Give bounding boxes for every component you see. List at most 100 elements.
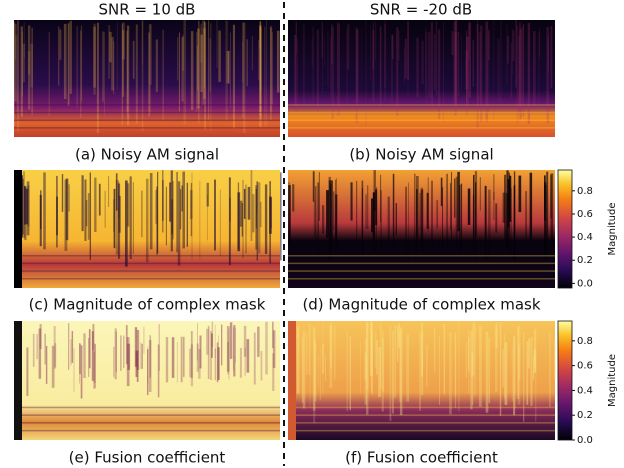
spectrogram-stripe bbox=[234, 327, 236, 364]
spectrogram-stripe bbox=[266, 20, 268, 128]
spectrogram-stripe bbox=[449, 332, 452, 415]
spectrogram-stripe bbox=[397, 325, 399, 363]
spectrogram-stripe bbox=[265, 321, 268, 375]
spectrogram-stripe bbox=[113, 41, 115, 95]
spectrogram-band bbox=[288, 104, 555, 106]
spectrogram-stripe bbox=[495, 203, 498, 233]
spectrogram-stripe bbox=[335, 194, 338, 246]
spectrogram-stripe bbox=[318, 172, 320, 221]
spectrogram-stripe bbox=[435, 21, 438, 96]
spectrogram-stripe bbox=[426, 192, 429, 229]
spectrogram-stripe bbox=[196, 343, 199, 372]
spectrogram-stripe bbox=[454, 332, 457, 397]
spectrogram-stripe bbox=[203, 28, 206, 99]
spectrogram-stripe bbox=[318, 354, 319, 388]
spectrogram-stripe bbox=[440, 177, 443, 207]
spectrogram-stripe bbox=[391, 34, 393, 103]
panel-caption: (f) Fusion coefficient bbox=[345, 449, 498, 467]
spectrogram-stripe bbox=[495, 322, 498, 348]
spectrogram-stripe bbox=[226, 326, 230, 372]
spectrogram-band bbox=[288, 270, 555, 272]
spectrogram-band bbox=[14, 119, 280, 121]
spectrogram-stripe bbox=[162, 29, 164, 121]
spectrogram-stripe bbox=[514, 341, 516, 409]
spectrogram-stripe bbox=[506, 170, 509, 248]
spectrogram-stripe bbox=[504, 342, 508, 405]
spectrogram-stripe bbox=[54, 343, 57, 368]
spectrogram-stripe bbox=[431, 180, 433, 247]
spectrogram-stripe bbox=[398, 323, 400, 348]
spectrogram-stripe bbox=[118, 195, 121, 233]
spectrogram-stripe bbox=[14, 21, 16, 126]
spectrogram-stripe bbox=[395, 203, 397, 236]
spectrogram-band bbox=[288, 127, 555, 129]
spectrogram-stripe bbox=[156, 186, 158, 255]
spectrogram-stripe bbox=[451, 171, 452, 248]
spectrogram-stripe bbox=[381, 331, 384, 412]
spectrogram-stripe bbox=[485, 21, 489, 122]
spectrogram-band bbox=[288, 111, 555, 114]
spectrogram-stripe bbox=[356, 29, 359, 104]
spectrogram-stripe bbox=[488, 189, 491, 258]
column-title: SNR = -20 dB bbox=[370, 1, 472, 19]
spectrogram-stripe bbox=[539, 28, 541, 57]
spectrogram-stripe bbox=[93, 26, 96, 88]
spectrogram-stripe bbox=[485, 331, 489, 413]
spectrogram-stripe bbox=[538, 31, 540, 102]
spectrogram-stripe bbox=[372, 30, 375, 103]
spectrogram-stripe bbox=[65, 178, 69, 241]
spectrogram-stripe bbox=[370, 321, 373, 376]
spectrogram-stripe bbox=[366, 322, 369, 390]
spectrogram-stripe bbox=[416, 189, 418, 252]
spectrogram-band bbox=[288, 406, 555, 409]
spectrogram-stripe bbox=[367, 185, 369, 230]
spectrogram-stripe bbox=[347, 24, 350, 70]
spectrogram-stripe bbox=[259, 25, 262, 127]
spectrogram bbox=[288, 321, 555, 440]
colorbar bbox=[557, 320, 573, 441]
spectrogram-stripe bbox=[380, 174, 382, 223]
spectrogram-stripe bbox=[45, 345, 48, 384]
spectrogram-stripe bbox=[519, 28, 522, 120]
spectrogram-stripe bbox=[21, 175, 23, 238]
spectrogram-stripe bbox=[258, 39, 260, 81]
spectrogram-stripe bbox=[95, 344, 96, 389]
spectrogram-stripe bbox=[28, 25, 31, 110]
spectrogram-stripe bbox=[89, 172, 91, 260]
spectrogram-stripe bbox=[127, 183, 130, 227]
spectrogram-stripe bbox=[322, 205, 325, 234]
spectrogram-stripe bbox=[104, 190, 106, 228]
spectrogram-stripe bbox=[149, 24, 152, 85]
spectrogram-stripe bbox=[380, 322, 382, 390]
spectrogram-stripe bbox=[259, 27, 262, 120]
spectrogram-stripe bbox=[148, 339, 152, 392]
spectrogram-stripe bbox=[292, 184, 295, 212]
spectrogram-stripe bbox=[493, 192, 495, 220]
spectrogram-stripe bbox=[454, 20, 457, 98]
colorbar bbox=[557, 169, 573, 289]
spectrogram-stripe bbox=[512, 30, 515, 61]
spectrogram-stripe bbox=[85, 200, 88, 227]
spectrogram-stripe bbox=[241, 203, 244, 237]
spectrogram-stripe bbox=[67, 23, 70, 106]
spectrogram-stripe bbox=[32, 333, 35, 367]
spectrogram-stripe bbox=[272, 330, 276, 368]
spectrogram-band bbox=[288, 262, 555, 265]
spectrogram-stripe bbox=[210, 23, 212, 131]
spectrogram-stripe bbox=[80, 345, 83, 399]
spectrogram-stripe bbox=[324, 33, 325, 67]
spectrogram-stripe bbox=[322, 343, 325, 374]
spectrogram-stripe bbox=[113, 346, 115, 377]
spectrogram-stripe bbox=[269, 27, 273, 114]
spectrogram-stripe bbox=[94, 343, 96, 383]
spectrogram-stripe bbox=[508, 192, 510, 245]
spectrogram-band bbox=[14, 270, 280, 272]
spectrogram-stripe bbox=[87, 193, 90, 240]
spectrogram-stripe bbox=[387, 196, 390, 243]
spectrogram-stripe bbox=[14, 23, 17, 102]
spectrogram-stripe bbox=[453, 22, 456, 105]
spectrogram-stripe bbox=[244, 347, 246, 376]
spectrogram-stripe bbox=[349, 336, 351, 411]
spectrogram-stripe bbox=[465, 31, 468, 115]
spectrogram-stripe bbox=[329, 322, 333, 368]
